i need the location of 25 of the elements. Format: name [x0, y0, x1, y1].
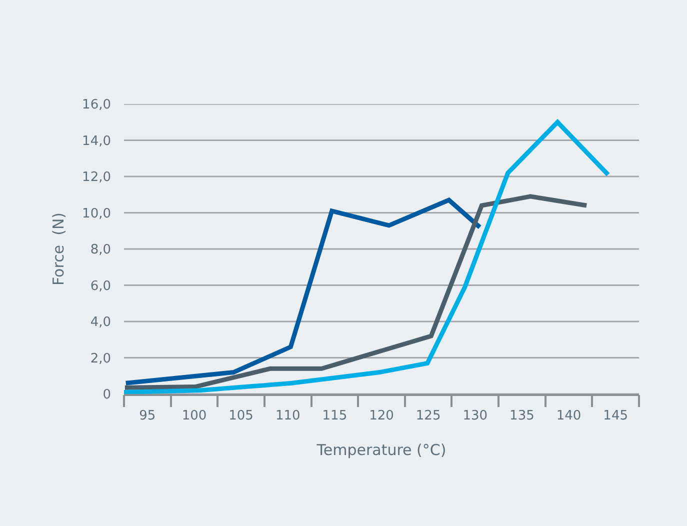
x-tick-label: 145 [603, 408, 628, 424]
x-tick-label: 140 [556, 408, 582, 424]
y-tick-label: 6,0 [90, 278, 111, 294]
x-tick-label: 130 [462, 408, 488, 424]
y-tick-label: 2,0 [90, 351, 111, 366]
line-series [124, 194, 589, 390]
y-tick-label: 8,0 [90, 242, 111, 258]
x-tick-label: 135 [510, 408, 534, 424]
y-tick-label: 16,0 [82, 98, 111, 113]
x-tick-label: 115 [322, 408, 348, 424]
x-tick-label: 95 [139, 408, 156, 424]
y-tick-label: 12,0 [82, 170, 111, 186]
x-axis-title: Temperature (°C) [316, 440, 446, 459]
x-tick-label: 100 [182, 408, 207, 424]
x-tick-label: 120 [369, 408, 394, 424]
y-axis-title: Force (N) [49, 212, 68, 286]
x-tick-label: 125 [416, 408, 441, 424]
y-tick-label: 10,0 [82, 206, 111, 222]
y-tick-label: 4,0 [90, 315, 111, 330]
x-tick-label: 110 [275, 408, 300, 424]
y-tick-label: 14,0 [82, 134, 111, 149]
y-tick-label: 0 [102, 388, 111, 403]
x-tick-label: 105 [228, 408, 254, 424]
line-series [124, 198, 482, 386]
line-series [124, 120, 610, 394]
